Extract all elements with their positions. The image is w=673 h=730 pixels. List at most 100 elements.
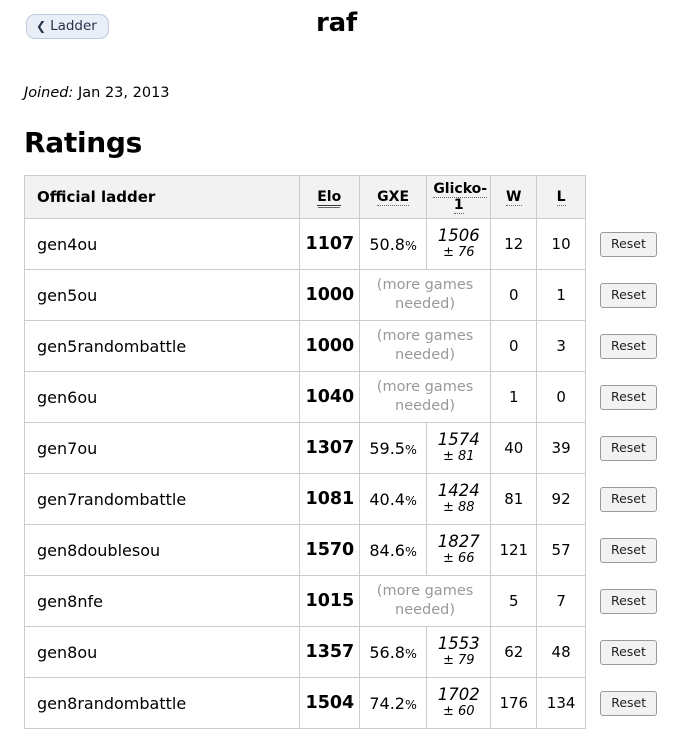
gxe-value: 50.8 [369, 234, 405, 254]
gxe-abbr[interactable]: GXE [377, 189, 410, 206]
cell-more-games-needed: (more games needed) [358, 320, 492, 372]
gxe-percent-sign: % [404, 696, 417, 712]
losses-abbr[interactable]: L [556, 189, 566, 206]
cell-actions: Reset [585, 678, 663, 729]
gxe-value: 56.8 [369, 642, 405, 662]
cell-format: gen8doublesou [24, 524, 300, 576]
cell-format: gen8ou [24, 626, 300, 678]
reset-button[interactable]: Reset [599, 282, 657, 308]
table-row: gen7ou 1307 59.5% 1574 ± 81 40 39 Reset [24, 422, 664, 474]
column-header-glicko[interactable]: Glicko-1 [426, 175, 492, 219]
cell-wins: 12 [490, 218, 538, 270]
reset-button[interactable]: Reset [599, 537, 657, 563]
table-row: gen5ou 1000 (more games needed) 0 1 Reset [24, 269, 664, 321]
ratings-table: Official ladder Elo GXE Glicko-1 W L [24, 175, 664, 729]
reset-button[interactable]: Reset [599, 486, 657, 512]
gxe-percent-sign: % [404, 645, 417, 661]
cell-actions: Reset [585, 525, 663, 576]
glicko-value: 1553 [437, 634, 480, 653]
joined-label: Joined: [24, 85, 74, 101]
cell-more-games-needed: (more games needed) [358, 575, 492, 627]
cell-actions: Reset [585, 321, 663, 372]
cell-wins: 121 [490, 524, 538, 576]
cell-gxe: 84.6% [358, 524, 428, 576]
cell-losses: 92 [536, 473, 586, 525]
reset-button[interactable]: Reset [599, 384, 657, 410]
cell-actions: Reset [585, 627, 663, 678]
cell-format: gen7randombattle [24, 473, 300, 525]
reset-button[interactable]: Reset [599, 333, 657, 359]
cell-wins: 0 [490, 320, 538, 372]
cell-wins: 0 [490, 269, 538, 321]
back-button-label: Ladder [50, 18, 97, 34]
cell-glicko: 1506 ± 76 [426, 218, 492, 270]
cell-format: gen4ou [24, 218, 300, 270]
cell-wins: 40 [490, 422, 538, 474]
glicko-value: 1574 [437, 430, 480, 449]
reset-button[interactable]: Reset [599, 588, 657, 614]
gxe-percent-sign: % [404, 543, 417, 559]
page-content: Joined: Jan 23, 2013 Ratings Official la… [0, 84, 673, 729]
gxe-value: 74.2 [369, 693, 405, 713]
gxe-percent-sign: % [404, 492, 417, 508]
cell-more-games-needed: (more games needed) [358, 269, 492, 321]
reset-button[interactable]: Reset [600, 690, 658, 716]
reset-button[interactable]: Reset [599, 639, 657, 665]
cell-format: gen7ou [24, 422, 300, 474]
cell-wins: 176 [490, 677, 538, 729]
cell-gxe: 74.2% [358, 677, 428, 729]
cell-losses: 57 [536, 524, 586, 576]
cell-elo: 1040 [298, 371, 360, 423]
column-header-wins[interactable]: W [490, 175, 538, 219]
page-title: raf [315, 8, 358, 38]
table-row: gen5randombattle 1000 (more games needed) 0… [24, 320, 664, 372]
reset-button[interactable]: Reset [599, 435, 657, 461]
cell-gxe: 50.8% [358, 218, 428, 270]
cell-losses: 48 [536, 626, 586, 678]
column-header-actions [585, 176, 663, 219]
column-header-gxe[interactable]: GXE [358, 175, 428, 219]
cell-gxe: 56.8% [358, 626, 428, 678]
elo-abbr[interactable]: Elo [317, 189, 342, 206]
cell-elo: 1307 [298, 422, 360, 474]
gxe-value: 59.5 [369, 438, 405, 458]
ratings-table-body: gen4ou 1107 50.8% 1506 ± 76 12 10 Reset gen5ou 10… [24, 218, 664, 729]
cell-format: gen5randombattle [24, 320, 300, 372]
glicko-value: 1506 [437, 226, 480, 245]
cell-losses: 7 [536, 575, 586, 627]
cell-losses: 39 [536, 422, 586, 474]
cell-losses: 10 [536, 218, 586, 270]
table-row: gen4ou 1107 50.8% 1506 ± 76 12 10 Reset [24, 218, 664, 270]
cell-elo: 1504 [298, 677, 360, 729]
cell-wins: 5 [490, 575, 538, 627]
cell-actions: Reset [585, 423, 663, 474]
cell-actions: Reset [585, 474, 663, 525]
gxe-value: 84.6 [369, 540, 405, 560]
back-to-ladder-button[interactable]: ❮ Ladder [26, 14, 109, 39]
cell-elo: 1107 [298, 218, 360, 270]
cell-wins: 81 [490, 473, 538, 525]
table-row: gen6ou 1040 (more games needed) 1 0 Reset [24, 371, 664, 423]
reset-button[interactable]: Reset [599, 231, 657, 257]
cell-losses: 0 [536, 371, 586, 423]
cell-losses: 3 [536, 320, 586, 372]
cell-gxe: 59.5% [358, 422, 428, 474]
cell-glicko: 1702 ± 60 [426, 677, 492, 729]
table-row: gen8ou 1357 56.8% 1553 ± 79 62 48 Reset [24, 626, 664, 678]
glicko-deviation: ± 76 [442, 245, 475, 260]
cell-elo: 1081 [298, 473, 360, 525]
glicko-abbr[interactable]: Glicko-1 [433, 181, 488, 214]
cell-glicko: 1827 ± 66 [426, 524, 492, 576]
column-header-losses[interactable]: L [536, 175, 586, 219]
cell-actions: Reset [585, 372, 663, 423]
cell-gxe: 40.4% [358, 473, 428, 525]
table-header-row: Official ladder Elo GXE Glicko-1 W L [24, 175, 664, 219]
column-header-elo[interactable]: Elo [298, 175, 360, 219]
glicko-deviation: ± 81 [442, 449, 475, 464]
cell-elo: 1357 [298, 626, 360, 678]
wins-abbr[interactable]: W [506, 189, 522, 206]
glicko-deviation: ± 79 [442, 653, 475, 668]
column-header-format: Official ladder [24, 175, 300, 219]
cell-elo: 1000 [298, 269, 360, 321]
ratings-table-head: Official ladder Elo GXE Glicko-1 W L [24, 175, 664, 219]
